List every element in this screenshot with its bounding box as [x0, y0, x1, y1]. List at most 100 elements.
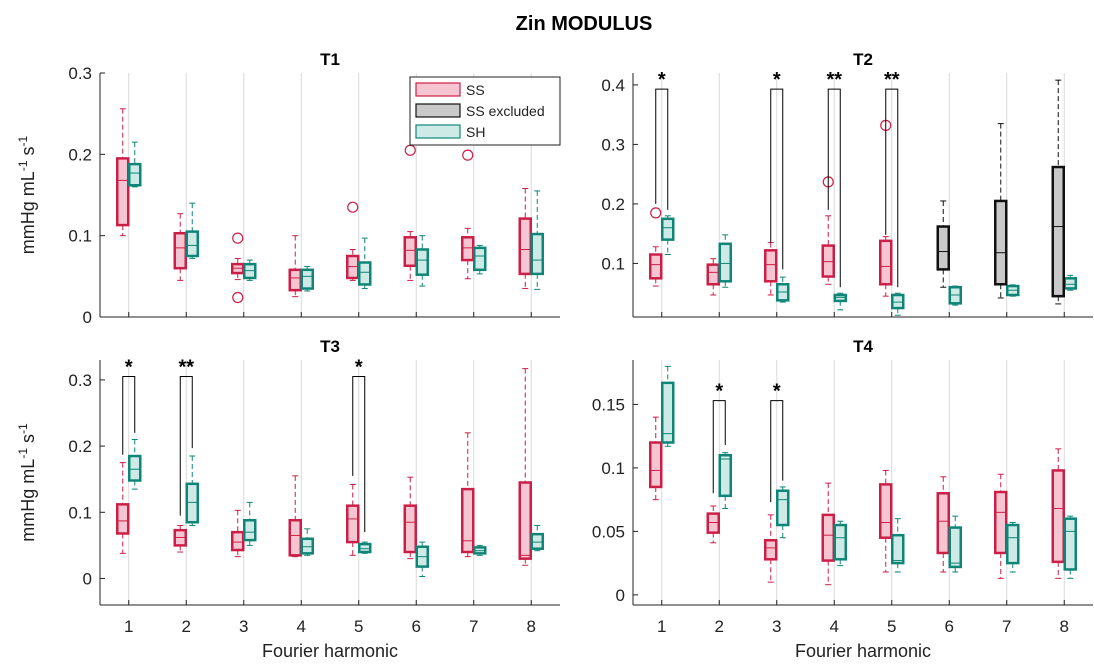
box-sh-h8	[530, 525, 544, 552]
box-iqr	[346, 504, 360, 544]
y-tick-label: 0	[83, 308, 92, 327]
legend: SS SS excluded SH	[409, 76, 561, 146]
box-iqr	[649, 253, 663, 280]
box-iqr	[461, 236, 475, 262]
box-sh-h6	[948, 515, 962, 573]
box-sh-h1	[128, 438, 142, 490]
box-iqr	[530, 532, 544, 550]
box-sh-h4	[833, 520, 847, 567]
significance-bracket: **	[826, 69, 842, 288]
significance-star: *	[773, 69, 781, 91]
box-ss-h4	[821, 482, 835, 586]
box-sh-h7	[1006, 284, 1020, 297]
x-tick-label: 1	[124, 617, 133, 636]
x-tick-label: 4	[297, 617, 306, 636]
box-iqr	[1051, 165, 1065, 298]
box-iqr	[403, 504, 417, 554]
box-iqr	[243, 518, 257, 542]
box-ss-h1	[649, 416, 663, 501]
legend-label: SS excluded	[466, 103, 545, 119]
box-iqr	[415, 248, 429, 276]
box-sh-h8	[1063, 274, 1077, 291]
outlier-point	[347, 201, 359, 213]
box-iqr	[288, 518, 302, 557]
bracket-line	[770, 88, 784, 270]
bracket-line	[655, 88, 669, 210]
box-sh-h4	[833, 292, 847, 311]
box-sh-h3	[243, 259, 257, 281]
x-tick-label: 1	[657, 617, 666, 636]
box-iqr	[706, 512, 720, 534]
box-ss-h1	[116, 108, 130, 237]
box-iqr	[706, 263, 720, 286]
x-tick-label: 2	[182, 617, 191, 636]
significance-bracket: **	[178, 357, 194, 516]
panel-title: T3	[320, 337, 340, 356]
bracket-line	[122, 376, 136, 455]
outlier-point	[232, 232, 244, 244]
box-sh-h5	[891, 518, 905, 573]
y-tick-label: 0.1	[601, 254, 625, 273]
box-iqr	[518, 481, 532, 560]
box-iqr	[661, 217, 675, 241]
box-ss-h3	[231, 509, 245, 558]
box-ss-h1	[649, 207, 663, 287]
box-iqr	[649, 441, 663, 489]
box-ss-excluded-h8	[1051, 79, 1065, 305]
box-sh-h7	[1006, 521, 1020, 573]
box-iqr	[518, 217, 532, 276]
bracket-line	[885, 88, 899, 288]
box-iqr	[879, 239, 893, 286]
y-tick-label: 0.3	[68, 371, 92, 390]
box-iqr	[1006, 523, 1020, 565]
legend-swatch-ss-excluded	[415, 103, 461, 118]
box-iqr	[173, 231, 187, 270]
panel-t4: 0 0.05 0.1 0.15 1 2 3 4 5 6 7 8 T4 Fourier harmonic * *	[592, 337, 1093, 661]
box-iqr	[128, 454, 142, 482]
box-ss-h6	[403, 476, 417, 560]
y-tick-label: 0.4	[601, 76, 625, 95]
bracket-line	[179, 376, 193, 516]
bracket-line	[352, 376, 366, 533]
box-iqr	[821, 244, 835, 278]
box-ss-h1	[116, 462, 130, 554]
box-ss-h2	[706, 505, 720, 544]
box-ss-h2	[173, 525, 187, 553]
box-iqr	[116, 157, 130, 227]
y-tick-label: 0.2	[68, 145, 92, 164]
y-tick-label: 0.1	[68, 227, 92, 246]
box-iqr	[358, 261, 372, 286]
significance-bracket: *	[655, 69, 669, 210]
y-tick-label: 0.1	[68, 503, 92, 522]
box-iqr	[1051, 469, 1065, 564]
panel-title: T4	[853, 337, 873, 356]
box-ss-h6	[936, 476, 950, 573]
box-iqr	[776, 489, 790, 527]
x-tick-label: 8	[1060, 617, 1069, 636]
box-ss-h4	[288, 475, 302, 558]
outlier-point	[232, 291, 244, 304]
box-iqr	[231, 530, 245, 552]
box-iqr	[661, 381, 675, 444]
box-sh-h5	[358, 541, 372, 554]
box-iqr	[948, 526, 962, 569]
significance-bracket: **	[884, 69, 900, 288]
box-ss-h5	[879, 469, 893, 573]
outlier-point	[404, 144, 416, 156]
outlier-point	[650, 207, 662, 219]
box-iqr	[185, 230, 199, 258]
significance-star: *	[715, 381, 723, 403]
outlier-point	[462, 149, 474, 161]
box-iqr	[936, 492, 950, 555]
legend-label: SH	[466, 124, 485, 140]
box-ss-h8	[518, 187, 532, 290]
significance-star: *	[773, 381, 781, 403]
box-ss-h7	[461, 149, 475, 280]
box-iqr	[116, 503, 130, 535]
y-tick-label: 0	[83, 570, 92, 589]
box-sh-h6	[415, 235, 429, 287]
box-iqr	[1063, 277, 1077, 290]
x-tick-label: 8	[527, 617, 536, 636]
box-sh-h2	[185, 202, 199, 259]
figure-title: Zin MODULUS	[516, 13, 653, 35]
